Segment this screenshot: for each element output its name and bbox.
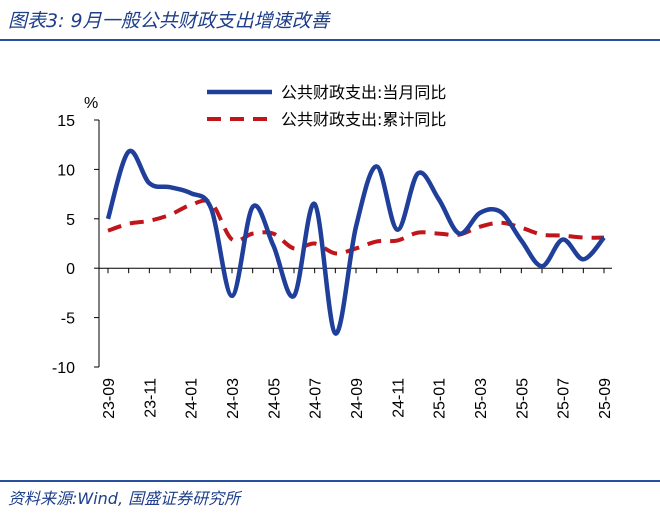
y-tick-label: -5 [61,311,75,328]
chart-series-layer [105,148,606,336]
y-tick-label: 10 [57,162,75,179]
x-tick-label: 24-01 [184,378,201,419]
y-tick-label: -10 [52,360,75,377]
x-tick-label: 24-05 [266,378,283,419]
x-tick-label: 25-03 [473,378,490,419]
y-tick-label: 0 [66,261,75,278]
y-tick-label: 5 [66,212,75,229]
x-tick-label: 25-05 [514,378,531,419]
line-chart: 15 10 5 0 -5 -10% 23-09 23-11 24-01 24-03 24-05 24-… [52,83,614,419]
y-tick-label: 15 [57,113,75,130]
figure-title: 图表3: 9月一般公共财政支出增速改善 [8,10,330,32]
x-tick-label: 24-03 [225,378,242,419]
x-tick-label: 24-07 [308,378,325,419]
title-divider [0,39,660,41]
series-cumulative-yoy-line [107,198,605,256]
series-monthly-yoy-line [105,148,606,336]
chart-axes: 15 10 5 0 -5 -10% 23-09 23-11 24-01 24-03 24-05 24-… [52,95,614,419]
x-tick-label: 24-09 [349,378,366,419]
x-tick-label: 23-11 [142,378,159,418]
x-tick-label: 24-11 [390,378,407,418]
x-tick-label: 23-09 [101,378,118,419]
x-tick-label: 25-07 [556,378,573,419]
legend-label-monthly: 公共财政支出:当月同比 [281,83,446,102]
source-divider [0,480,660,482]
y-unit-label: % [84,95,98,112]
x-tick-label: 25-09 [597,378,614,419]
x-tick-label: 25-01 [432,378,449,419]
legend-label-cumulative: 公共财政支出:累计同比 [281,110,446,129]
source-note: 资料来源:Wind, 国盛证券研究所 [8,489,241,508]
